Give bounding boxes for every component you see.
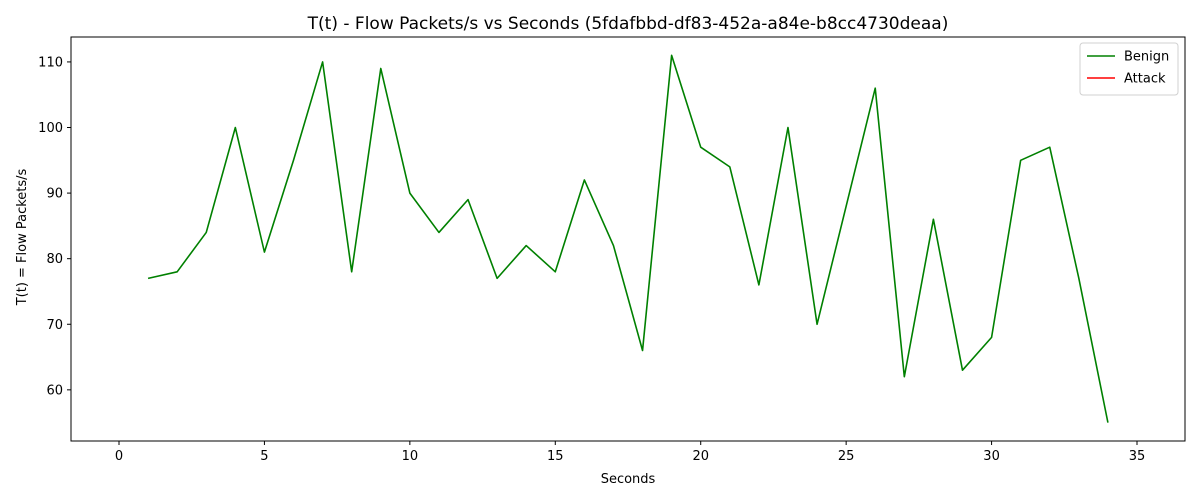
x-tick-label: 20 [692,449,709,464]
y-tick-label: 60 [46,383,63,398]
chart-title: T(t) - Flow Packets/s vs Seconds (5fdafb… [307,14,949,34]
x-tick-label: 5 [260,449,268,464]
x-tick-label: 25 [838,449,855,464]
y-tick-label: 90 [46,187,63,202]
legend: Benign Attack [1079,42,1179,96]
x-tick-label: 30 [983,449,1000,464]
x-tick-label: 10 [402,449,419,464]
x-tick-label: 15 [547,449,564,464]
x-tick-label: 35 [1129,449,1146,464]
x-tick-label: 0 [115,449,123,464]
plot-area: 0 5 10 15 20 25 30 35 60 70 80 90 100 110 [38,36,1186,464]
y-tick-label: 70 [46,318,63,333]
x-axis-label: Seconds [601,472,656,487]
y-tick-label: 100 [38,121,63,136]
series-line-benign [147,54,1109,423]
y-tick-label: 80 [46,252,63,267]
y-tick-label: 110 [38,55,63,70]
legend-label-attack: Attack [1124,72,1166,87]
y-axis-label: T(t) = Flow Packets/s [15,168,30,306]
legend-label-benign: Benign [1124,50,1169,65]
axes-frame [70,36,1186,442]
